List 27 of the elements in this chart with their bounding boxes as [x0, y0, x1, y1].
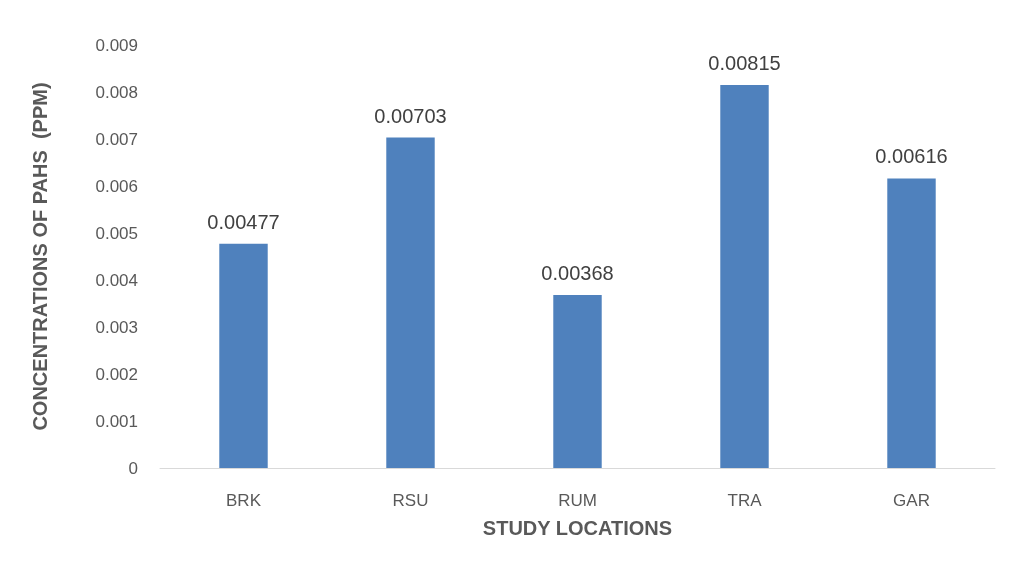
y-tick-label: 0.009: [95, 35, 138, 55]
bar: [386, 137, 435, 468]
bar: [553, 295, 602, 468]
bar: [887, 178, 936, 468]
x-tick-label: TRA: [727, 491, 763, 510]
data-label: 0.00616: [875, 145, 948, 168]
data-label: 0.00703: [374, 104, 447, 127]
y-axis-title: CONCENTRATIONS OF PAHS (PPM): [29, 82, 51, 431]
x-tick-label: RSU: [392, 491, 429, 510]
x-axis-title: STUDY LOCATIONS: [482, 517, 673, 539]
data-label: 0.00815: [708, 51, 781, 74]
y-tick-label: 0.002: [95, 364, 138, 384]
bar: [720, 84, 769, 468]
x-tick-label: BRK: [226, 491, 262, 510]
y-tick-label: 0: [128, 458, 138, 478]
data-label: 0.00477: [207, 210, 280, 233]
y-tick-label: 0.001: [95, 411, 138, 431]
y-tick-label: 0.005: [95, 223, 138, 243]
y-tick-label: 0.008: [95, 82, 138, 102]
bar: [219, 243, 268, 468]
y-tick-label: 0.004: [95, 270, 138, 290]
x-tick-label: RUM: [558, 491, 597, 510]
y-tick-label: 0.003: [95, 317, 138, 337]
x-tick-label: GAR: [893, 491, 930, 510]
data-label: 0.00368: [541, 262, 614, 285]
y-tick-label: 0.007: [95, 129, 138, 149]
y-tick-label: 0.006: [95, 176, 138, 196]
